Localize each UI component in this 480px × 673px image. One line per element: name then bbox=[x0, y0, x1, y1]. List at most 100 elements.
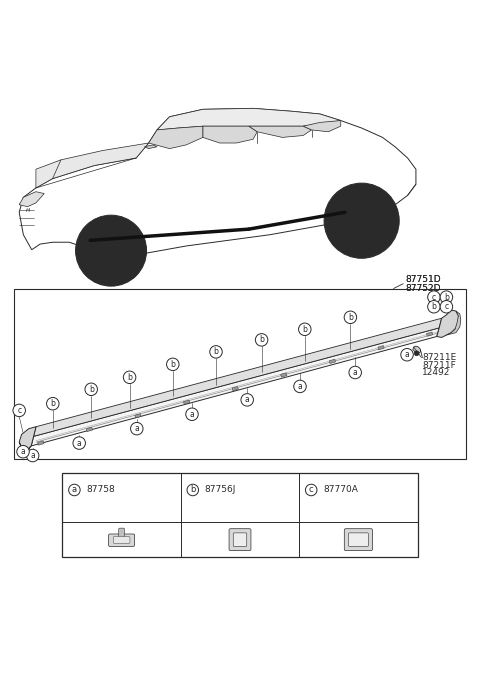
Circle shape bbox=[186, 408, 198, 421]
Bar bbox=[378, 345, 384, 350]
Text: 87752D: 87752D bbox=[406, 283, 441, 293]
Text: 87751D: 87751D bbox=[406, 275, 441, 285]
Circle shape bbox=[352, 211, 371, 230]
Text: b: b bbox=[190, 485, 195, 495]
Text: a: a bbox=[298, 382, 302, 391]
Text: a: a bbox=[134, 424, 139, 433]
Bar bbox=[281, 373, 287, 377]
Text: a: a bbox=[77, 439, 82, 448]
Bar bbox=[62, 473, 418, 557]
Text: a: a bbox=[72, 485, 77, 495]
Circle shape bbox=[102, 242, 120, 260]
Polygon shape bbox=[19, 442, 31, 453]
Polygon shape bbox=[157, 108, 341, 130]
Text: H: H bbox=[25, 208, 30, 213]
Text: 87770A: 87770A bbox=[323, 485, 358, 495]
Circle shape bbox=[294, 380, 306, 392]
Circle shape bbox=[17, 446, 29, 458]
Text: 87211E: 87211E bbox=[422, 353, 456, 362]
Circle shape bbox=[440, 291, 453, 304]
Circle shape bbox=[241, 394, 253, 406]
Bar bbox=[14, 289, 466, 459]
Text: b: b bbox=[170, 360, 175, 369]
FancyBboxPatch shape bbox=[229, 529, 251, 551]
Circle shape bbox=[13, 404, 25, 417]
Circle shape bbox=[187, 484, 199, 496]
Polygon shape bbox=[19, 108, 416, 254]
Circle shape bbox=[324, 183, 399, 258]
Bar bbox=[86, 427, 93, 431]
Text: 87756J: 87756J bbox=[205, 485, 236, 495]
Circle shape bbox=[299, 323, 311, 336]
Text: a: a bbox=[30, 451, 35, 460]
Text: c: c bbox=[432, 293, 436, 302]
Circle shape bbox=[414, 351, 419, 356]
Text: b: b bbox=[50, 399, 55, 409]
Text: b: b bbox=[89, 385, 94, 394]
Text: 87211F: 87211F bbox=[422, 361, 456, 369]
Polygon shape bbox=[149, 126, 203, 149]
FancyBboxPatch shape bbox=[108, 534, 135, 546]
Polygon shape bbox=[34, 318, 442, 436]
Circle shape bbox=[85, 383, 97, 396]
Text: a: a bbox=[21, 447, 25, 456]
Bar bbox=[183, 400, 190, 404]
Text: 12492: 12492 bbox=[422, 369, 451, 378]
Bar bbox=[135, 414, 141, 418]
Circle shape bbox=[255, 334, 268, 346]
Circle shape bbox=[401, 349, 413, 361]
Text: b: b bbox=[214, 347, 218, 357]
Text: a: a bbox=[245, 395, 250, 404]
Text: b: b bbox=[348, 313, 353, 322]
Text: a: a bbox=[190, 410, 194, 419]
FancyBboxPatch shape bbox=[113, 536, 130, 543]
Circle shape bbox=[47, 398, 59, 410]
Bar bbox=[426, 332, 433, 336]
Polygon shape bbox=[144, 145, 157, 149]
Circle shape bbox=[26, 450, 39, 462]
Polygon shape bbox=[203, 126, 257, 143]
Text: b: b bbox=[444, 293, 449, 302]
Polygon shape bbox=[19, 427, 36, 451]
Polygon shape bbox=[446, 311, 461, 335]
Circle shape bbox=[349, 366, 361, 379]
Text: 87751D: 87751D bbox=[406, 275, 441, 285]
Circle shape bbox=[75, 215, 146, 286]
Circle shape bbox=[428, 291, 440, 304]
Polygon shape bbox=[303, 120, 341, 132]
FancyBboxPatch shape bbox=[344, 529, 372, 551]
Circle shape bbox=[69, 484, 80, 496]
Polygon shape bbox=[31, 328, 439, 446]
Text: b: b bbox=[259, 335, 264, 345]
Circle shape bbox=[341, 200, 382, 242]
Circle shape bbox=[167, 358, 179, 371]
Polygon shape bbox=[249, 126, 312, 137]
Text: 87758: 87758 bbox=[86, 485, 115, 495]
Circle shape bbox=[210, 346, 222, 358]
Circle shape bbox=[305, 484, 317, 496]
Circle shape bbox=[428, 301, 440, 313]
Polygon shape bbox=[437, 310, 458, 337]
Circle shape bbox=[344, 311, 357, 324]
Text: c: c bbox=[17, 406, 21, 415]
FancyBboxPatch shape bbox=[348, 533, 368, 546]
Text: a: a bbox=[353, 368, 358, 377]
Circle shape bbox=[92, 231, 131, 270]
Circle shape bbox=[131, 423, 143, 435]
Bar bbox=[232, 386, 239, 391]
FancyBboxPatch shape bbox=[119, 528, 124, 538]
Text: b: b bbox=[127, 373, 132, 382]
Polygon shape bbox=[36, 143, 149, 188]
Circle shape bbox=[123, 371, 136, 384]
Bar bbox=[329, 359, 336, 363]
Polygon shape bbox=[19, 192, 44, 207]
Circle shape bbox=[73, 437, 85, 450]
FancyBboxPatch shape bbox=[233, 533, 247, 546]
Text: c: c bbox=[309, 485, 313, 495]
Polygon shape bbox=[413, 346, 420, 354]
Circle shape bbox=[440, 301, 453, 313]
Text: a: a bbox=[405, 350, 409, 359]
Text: b: b bbox=[302, 325, 307, 334]
Bar bbox=[37, 441, 44, 446]
Text: c: c bbox=[444, 302, 448, 311]
